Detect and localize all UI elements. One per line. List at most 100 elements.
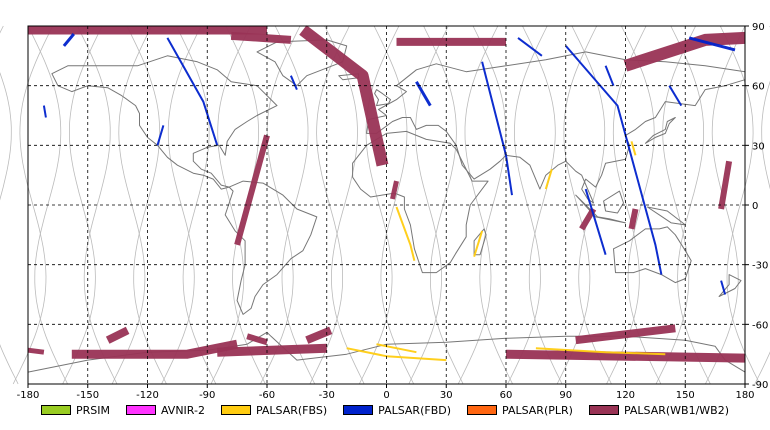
swath-palsar-wb1-wb2 bbox=[305, 326, 333, 344]
coast-new-guinea bbox=[646, 206, 686, 226]
plot-background bbox=[28, 26, 745, 384]
swath-palsar-fbs bbox=[473, 230, 484, 257]
x-tick-label: -150 bbox=[76, 390, 99, 400]
swath-palsar-fbs bbox=[544, 168, 553, 190]
x-tick-label: 90 bbox=[559, 390, 572, 400]
x-tick-label: -180 bbox=[17, 390, 40, 400]
coast-eurasia bbox=[366, 51, 746, 204]
swath-palsar-fbd bbox=[565, 45, 663, 275]
coast-indonesia bbox=[575, 194, 626, 224]
x-tick-label: 150 bbox=[676, 390, 695, 400]
swath-palsar-wb1-wb2 bbox=[234, 134, 270, 246]
y-tick-label: 60 bbox=[752, 82, 765, 93]
swath-palsar-fbs bbox=[535, 347, 666, 356]
world-map: -180 -150 -120 -90 -60 -30 0 30 60 90 120 150 180 90… bbox=[0, 22, 770, 400]
x-tick-label: 60 bbox=[500, 390, 513, 400]
y-tick-label: 30 bbox=[752, 141, 765, 152]
coast-uk bbox=[374, 89, 391, 107]
swath-palsar-wb1-wb2 bbox=[71, 339, 238, 359]
legend-swatch-avnir2 bbox=[125, 405, 156, 415]
coast-madagascar bbox=[473, 228, 487, 256]
legend-swatch-palsar-wb bbox=[588, 405, 619, 415]
y-tick-label: -30 bbox=[752, 261, 768, 272]
swath-palsar-fbs bbox=[376, 343, 417, 354]
y-tick-label: -90 bbox=[752, 380, 768, 391]
swath-palsar-fbs bbox=[630, 141, 637, 156]
coast-borneo bbox=[603, 190, 624, 214]
legend-item-palsar-plr: PALSAR(PLR) bbox=[467, 404, 573, 417]
legend-item-avnir2: AVNIR-2 bbox=[125, 403, 205, 417]
orbit-track bbox=[754, 80, 770, 385]
y-tick-label: 0 bbox=[752, 201, 758, 212]
swath-palsar-wb1-wb2 bbox=[390, 180, 399, 200]
swath-palsar-fbs bbox=[395, 206, 416, 261]
swath-palsar-fbd bbox=[517, 37, 543, 57]
swath-palsar-wb1-wb2 bbox=[623, 31, 746, 72]
legend-swatch-prsim bbox=[40, 405, 71, 415]
orbit-track bbox=[408, 25, 449, 385]
legend-label-prsim: PRSIM bbox=[75, 403, 110, 417]
legend-label-palsar-plr: PALSAR(PLR) bbox=[502, 403, 573, 417]
coast-new-zealand bbox=[718, 274, 742, 297]
x-tick-label: 30 bbox=[440, 390, 453, 400]
swath-palsar-fbd bbox=[62, 33, 75, 47]
coast-north-america bbox=[51, 55, 278, 190]
legend-label-palsar-fbd: PALSAR(FBD) bbox=[378, 403, 452, 417]
legend-item-palsar-fbd: PALSAR(FBD) bbox=[343, 404, 451, 417]
swath-palsar-wb1-wb2 bbox=[299, 25, 389, 167]
legend-label-palsar-fbs: PALSAR(FBS) bbox=[255, 403, 328, 417]
x-tick-label: -60 bbox=[259, 390, 275, 400]
swath-palsar-wb1-wb2 bbox=[27, 347, 45, 355]
orbit-track bbox=[77, 25, 118, 385]
x-tick-label: -120 bbox=[136, 390, 159, 400]
orbit-track bbox=[0, 72, 19, 385]
swath-palsar-fbd bbox=[289, 75, 298, 90]
swath-palsar-fbd bbox=[166, 37, 219, 146]
swath-palsar-fbd bbox=[720, 280, 727, 295]
swath-palsar-wb1-wb2 bbox=[718, 160, 733, 210]
orbit-track bbox=[606, 25, 647, 385]
orbit-track bbox=[126, 25, 167, 385]
legend-item-prsim: PRSIM bbox=[40, 403, 110, 417]
swath-palsar-wb1-wb2 bbox=[628, 208, 639, 230]
legend: PRSIM AVNIR-2 PALSAR(FBS) PALSAR(FBD) PA… bbox=[0, 400, 770, 420]
swath-palsar-fbd bbox=[42, 105, 47, 118]
y-tick-label: 90 bbox=[752, 22, 765, 33]
orbit-track bbox=[324, 25, 365, 385]
orbit-track bbox=[0, 25, 4, 34]
x-tick-label: -30 bbox=[319, 390, 335, 400]
swath-palsar-wb1-wb2 bbox=[105, 326, 130, 344]
x-tick-label: -90 bbox=[199, 390, 215, 400]
swath-palsar-wb1-wb2 bbox=[217, 343, 327, 357]
swath-palsar-fbd bbox=[156, 125, 165, 146]
coast-greenland bbox=[256, 39, 348, 87]
swath-palsar-fbd bbox=[481, 61, 513, 196]
swath-palsar-fbd bbox=[584, 188, 607, 255]
x-tick-label: 120 bbox=[616, 390, 635, 400]
legend-swatch-palsar-fbs bbox=[220, 405, 251, 415]
x-tick-label: 0 bbox=[383, 390, 389, 400]
x-tick-label: 180 bbox=[735, 390, 754, 400]
legend-item-palsar-wb: PALSAR(WB1/WB2) bbox=[588, 403, 730, 417]
legend-swatch-palsar-plr bbox=[467, 405, 498, 415]
swath-palsar-wb1-wb2 bbox=[246, 333, 268, 346]
longitude-ticks: -180 -150 -120 -90 -60 -30 0 30 60 90 120 150 180 bbox=[17, 384, 755, 400]
y-tick-label: -60 bbox=[752, 320, 768, 331]
orbit-track bbox=[522, 25, 563, 385]
orbit-track bbox=[571, 25, 612, 385]
orbit-track bbox=[161, 25, 202, 385]
legend-swatch-palsar-fbd bbox=[343, 405, 374, 415]
legend-label-palsar-wb: PALSAR(WB1/WB2) bbox=[623, 403, 730, 417]
orbit-track bbox=[210, 25, 251, 385]
swath-palsar-fbd bbox=[668, 85, 683, 107]
orbit-track bbox=[12, 25, 54, 385]
coast-south-america bbox=[224, 180, 318, 315]
swath-palsar-fbd bbox=[604, 65, 615, 87]
swath-palsar-wb1-wb2 bbox=[579, 207, 597, 231]
latitude-ticks: 90 60 30 0 -30 -60 -90 bbox=[745, 22, 768, 391]
coast-japan bbox=[644, 117, 676, 144]
legend-item-palsar-fbs: PALSAR(FBS) bbox=[220, 403, 328, 417]
swath-palsar-fbd bbox=[688, 36, 736, 52]
legend-label-avnir2: AVNIR-2 bbox=[160, 403, 205, 417]
